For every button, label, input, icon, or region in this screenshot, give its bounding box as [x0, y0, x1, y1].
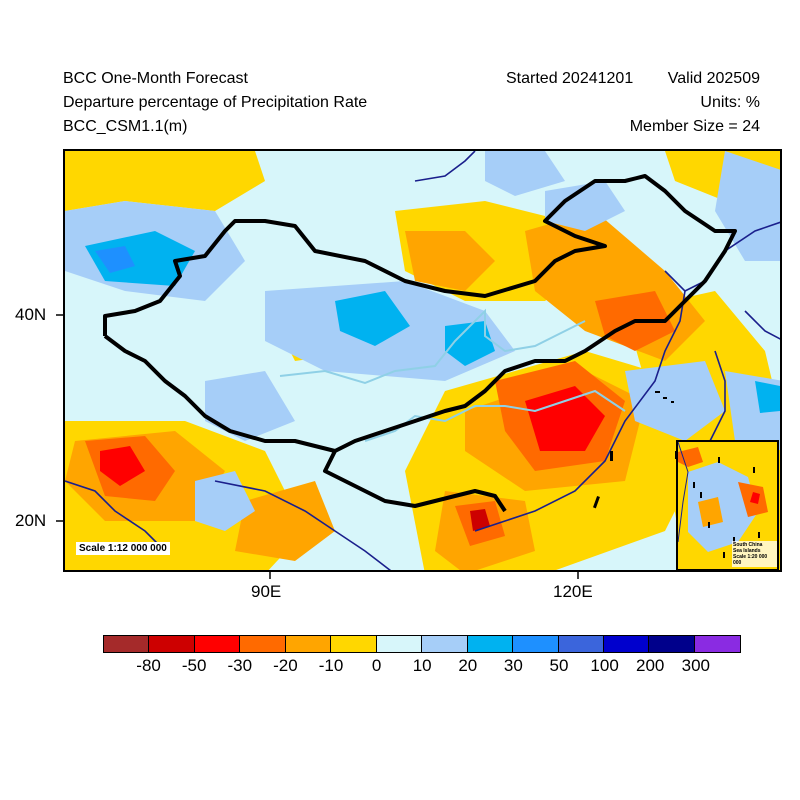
colorbar-label: 20 [458, 656, 478, 675]
units-label: Units: % [700, 94, 760, 111]
colorbar-swatch [285, 636, 332, 652]
colorbar-label: 30 [503, 656, 523, 675]
inset-caption-line1: South China [733, 542, 763, 548]
forecast-map: Scale 1:12 000 000 South China Sea [63, 149, 782, 572]
colorbar-swatch [513, 636, 559, 652]
inset-caption-line2: Sea Islands [733, 548, 761, 554]
colorbar-swatch [240, 636, 286, 652]
colorbar-label: -80 [136, 656, 161, 675]
lat-label-20n: 20N [15, 511, 47, 530]
forecast-subtitle: Departure percentage of Precipitation Ra… [63, 94, 368, 111]
colorbar-swatch [194, 636, 241, 652]
forecast-title: BCC One-Month Forecast [63, 70, 248, 87]
precip-anomaly-field [65, 151, 780, 570]
south-china-sea-inset: South China Sea Islands Scale 1:20 000 0… [676, 440, 779, 570]
colorbar-swatch [376, 636, 423, 652]
colorbar-swatch [331, 636, 377, 652]
colorbar-label: 300 [681, 656, 710, 675]
colorbar-swatch [104, 636, 150, 652]
colorbar-label: -20 [273, 656, 298, 675]
anomaly-patches [65, 151, 780, 570]
lat-label-40n: 40N [15, 305, 47, 324]
colorbar-label: -30 [227, 656, 253, 675]
colorbar-label: 50 [549, 656, 569, 675]
coastlines [65, 151, 780, 570]
colorbar-swatch [558, 636, 604, 652]
colorbar-swatch [422, 636, 468, 652]
colorbar-label: 0 [371, 656, 382, 675]
member-size: Member Size = 24 [629, 118, 760, 135]
started-date: Started 20241201 [506, 70, 634, 87]
colorbar-label: 10 [412, 656, 432, 675]
scale-note: Scale 1:12 000 000 [76, 542, 170, 555]
inset-map [678, 442, 777, 569]
colorbar-swatch [649, 636, 695, 652]
colorbar-swatch [467, 636, 514, 652]
colorbar-label: -10 [318, 656, 344, 675]
colorbar [103, 635, 742, 653]
lon-label-120e: 120E [553, 582, 593, 601]
country-border [103, 174, 737, 513]
colorbar-swatch [603, 636, 650, 652]
model-name: BCC_CSM1.1(m) [63, 118, 188, 135]
colorbar-label: 200 [636, 656, 665, 675]
colorbar-label: 100 [590, 656, 619, 675]
colorbar-swatch [694, 636, 741, 652]
lon-label-90e: 90E [251, 582, 282, 601]
valid-date: Valid 202509 [667, 70, 760, 87]
inset-caption-line3: Scale 1:20 000 000 [733, 554, 768, 566]
colorbar-label: -50 [181, 656, 207, 675]
colorbar-swatch [149, 636, 195, 652]
inset-caption: South China Sea Islands Scale 1:20 000 0… [732, 541, 777, 567]
